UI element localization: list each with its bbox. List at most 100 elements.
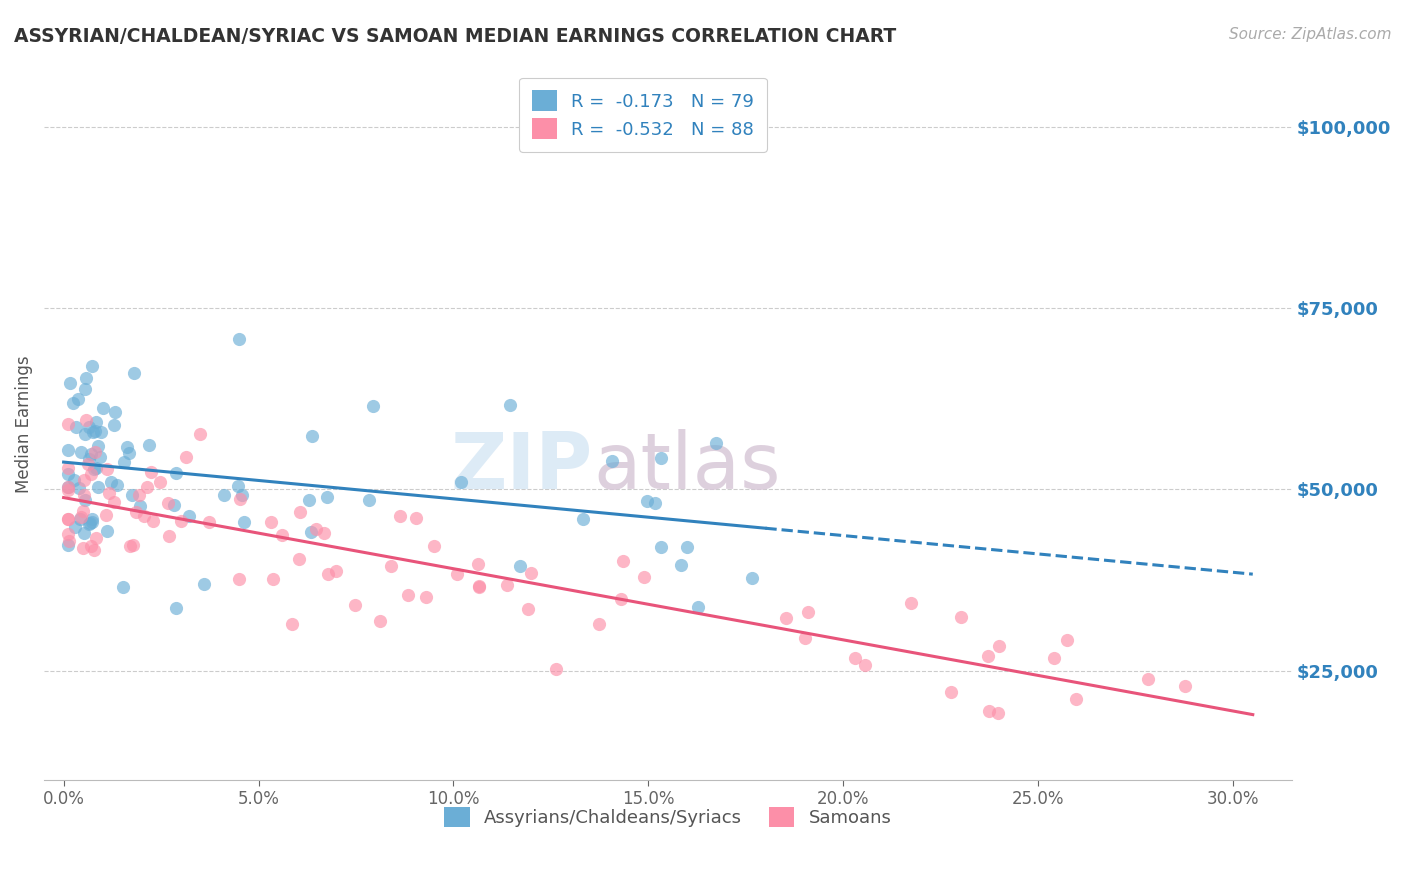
Y-axis label: Median Earnings: Median Earnings — [15, 355, 32, 493]
Point — [67, 392, 90, 407]
Point — [136, 480, 159, 494]
Point — [77, 452, 100, 467]
Point — [1174, 679, 1197, 693]
Point — [633, 570, 655, 584]
Point — [112, 581, 135, 595]
Point — [79, 447, 101, 461]
Point — [72, 504, 94, 518]
Point — [72, 541, 94, 556]
Point — [163, 498, 186, 512]
Text: ZIP: ZIP — [451, 429, 593, 505]
Point — [56, 442, 79, 457]
Point — [90, 425, 112, 439]
Point — [636, 493, 658, 508]
Point — [56, 538, 79, 552]
Point — [516, 602, 538, 616]
Point — [610, 592, 633, 607]
Point — [446, 567, 468, 582]
Point — [844, 651, 866, 665]
Point — [58, 533, 80, 548]
Point — [96, 524, 118, 539]
Point — [104, 405, 127, 419]
Point — [87, 439, 110, 453]
Point — [157, 496, 180, 510]
Point — [132, 508, 155, 523]
Point — [59, 376, 82, 391]
Point — [467, 558, 489, 572]
Point — [361, 400, 384, 414]
Point — [288, 552, 311, 566]
Point — [128, 500, 150, 514]
Point — [122, 538, 145, 552]
Point — [1043, 650, 1066, 665]
Point — [124, 366, 146, 380]
Point — [79, 467, 101, 481]
Point — [900, 597, 922, 611]
Point — [121, 487, 143, 501]
Point — [600, 454, 623, 468]
Point — [56, 467, 79, 481]
Point — [103, 417, 125, 432]
Point — [105, 478, 128, 492]
Point — [56, 512, 79, 526]
Point — [117, 446, 139, 460]
Point — [63, 474, 86, 488]
Point — [87, 480, 110, 494]
Point — [84, 461, 107, 475]
Point — [77, 517, 100, 532]
Point — [396, 588, 419, 602]
Point — [301, 429, 323, 443]
Point — [405, 511, 427, 525]
Point — [343, 598, 366, 612]
Point — [290, 505, 312, 519]
Point — [157, 529, 180, 543]
Point — [82, 512, 104, 526]
Point — [299, 525, 322, 540]
Point — [83, 445, 105, 459]
Point — [62, 395, 84, 409]
Point — [305, 522, 328, 536]
Point — [423, 539, 446, 553]
Point — [316, 566, 339, 581]
Point — [228, 332, 250, 346]
Point — [75, 413, 97, 427]
Point — [976, 648, 998, 663]
Point — [188, 426, 211, 441]
Point — [977, 705, 1000, 719]
Point — [79, 420, 101, 434]
Point — [96, 462, 118, 476]
Point — [77, 457, 100, 471]
Point — [509, 559, 531, 574]
Point — [1064, 691, 1087, 706]
Point — [650, 451, 672, 466]
Point — [94, 508, 117, 523]
Point — [588, 616, 610, 631]
Point — [75, 426, 97, 441]
Point — [83, 543, 105, 558]
Point — [177, 508, 200, 523]
Point — [115, 440, 138, 454]
Point — [118, 539, 141, 553]
Point — [468, 580, 491, 594]
Point — [124, 505, 146, 519]
Point — [380, 559, 402, 574]
Point — [688, 600, 710, 615]
Point — [79, 516, 101, 530]
Point — [644, 496, 666, 510]
Text: Source: ZipAtlas.com: Source: ZipAtlas.com — [1229, 27, 1392, 42]
Point — [544, 662, 567, 676]
Point — [142, 514, 165, 528]
Point — [89, 450, 111, 464]
Point — [669, 558, 692, 573]
Point — [56, 527, 79, 541]
Point — [741, 571, 763, 585]
Point — [69, 512, 91, 526]
Point — [67, 481, 90, 495]
Point — [56, 417, 79, 431]
Point — [100, 475, 122, 490]
Point — [73, 492, 96, 507]
Point — [450, 475, 472, 490]
Point — [228, 491, 250, 506]
Point — [83, 462, 105, 476]
Point — [704, 436, 727, 450]
